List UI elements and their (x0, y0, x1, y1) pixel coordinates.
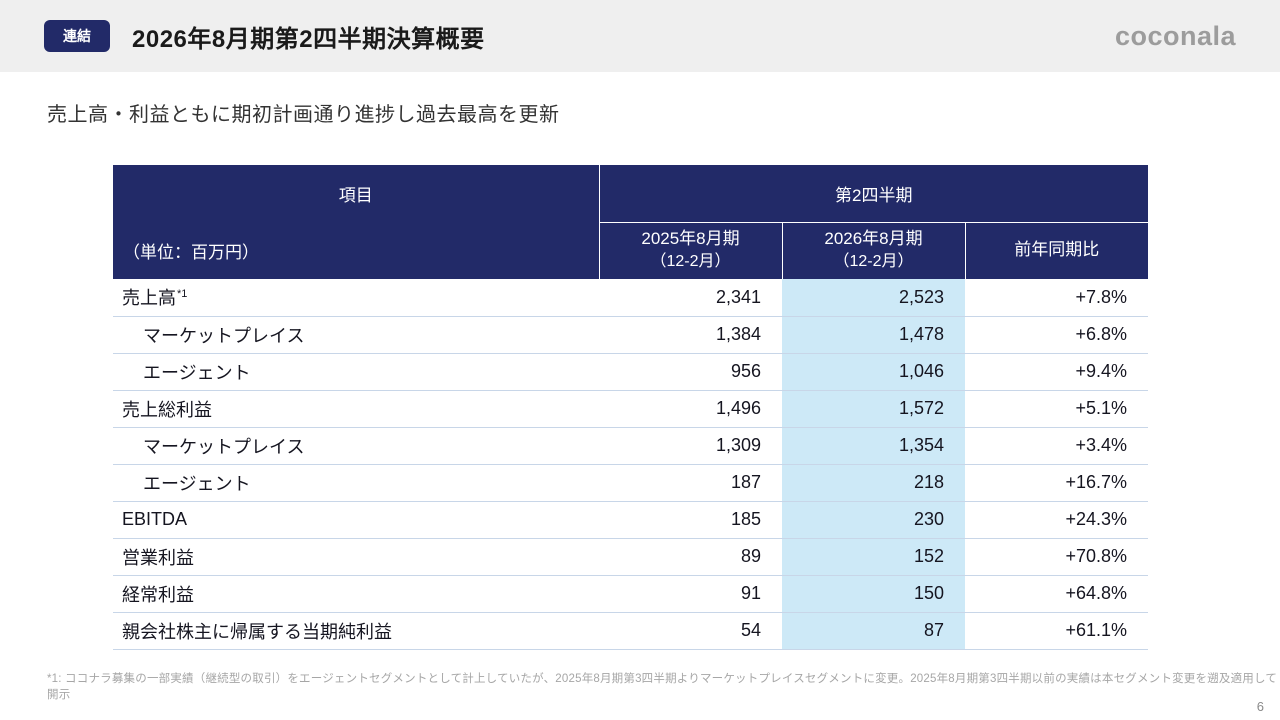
table-row: 親会社株主に帰属する当期純利益 54 87 +61.1% (113, 612, 1149, 650)
row-item-label: エージェント (113, 353, 599, 391)
row-item-label: マーケットプレイス (113, 316, 599, 354)
table-row: 売上高*1 2,341 2,523 +7.8% (113, 279, 1149, 317)
slide-subtitle: 売上高・利益ともに期初計画通り進捗し過去最高を更新 (47, 104, 560, 126)
row-value-fy2026: 218 (782, 464, 965, 502)
column-header-fy2026-sublabel: （12-2月） (833, 253, 914, 271)
table-header: 項目 （単位：百万円） 第2四半期 2025年8月期 （12-2月） 2026年… (113, 165, 1149, 279)
row-value-yoy: +5.1% (965, 390, 1149, 428)
table-row: 営業利益 89 152 +70.8% (113, 538, 1149, 576)
item-column-header: 項目 （単位：百万円） (113, 165, 599, 279)
row-value-fy2026: 1,478 (782, 316, 965, 354)
table-row: マーケットプレイス 1,384 1,478 +6.8% (113, 316, 1149, 354)
row-item-label: 営業利益 (113, 538, 599, 576)
row-value-fy2026: 230 (782, 501, 965, 539)
row-value-fy2025: 956 (599, 353, 782, 391)
column-header-fy2025: 2025年8月期 （12-2月） (598, 222, 782, 279)
column-header-fy2025-label: 2025年8月期 (641, 229, 740, 249)
table-row: 売上総利益 1,496 1,572 +5.1% (113, 390, 1149, 428)
footnote: *1: ココナラ募集の一部実績（継続型の取引）をエージェントセグメントとして計上… (47, 673, 1278, 701)
row-value-yoy: +70.8% (965, 538, 1149, 576)
row-value-fy2025: 1,384 (599, 316, 782, 354)
financial-table-container: 項目 （単位：百万円） 第2四半期 2025年8月期 （12-2月） 2026年… (113, 165, 1149, 650)
column-header-yoy-label: 前年同期比 (1014, 240, 1100, 260)
row-item-label: 親会社株主に帰属する当期純利益 (113, 612, 599, 650)
column-header-fy2026-label: 2026年8月期 (824, 229, 923, 249)
row-value-fy2025: 1,496 (599, 390, 782, 428)
row-value-fy2025: 185 (599, 501, 782, 539)
row-value-yoy: +61.1% (965, 612, 1149, 650)
row-item-label: エージェント (113, 464, 599, 502)
footnote-marker: *1 (177, 288, 188, 301)
coconala-logo: coconala (1114, 20, 1236, 51)
row-value-fy2025: 54 (599, 612, 782, 650)
row-item-label: 売上高*1 (113, 279, 599, 317)
table-row: マーケットプレイス 1,309 1,354 +3.4% (113, 427, 1149, 465)
row-value-fy2025: 2,341 (599, 279, 782, 317)
row-value-yoy: +3.4% (965, 427, 1149, 465)
column-header-fy2025-sublabel: （12-2月） (650, 253, 731, 271)
table-row: 経常利益 91 150 +64.8% (113, 575, 1149, 613)
row-value-fy2025: 89 (599, 538, 782, 576)
row-item-label: 経常利益 (113, 575, 599, 613)
column-header-yoy: 前年同期比 (964, 222, 1149, 279)
row-value-yoy: +64.8% (965, 575, 1149, 613)
item-header-label: 項目 (338, 186, 373, 205)
row-item-label: EBITDA (113, 501, 599, 539)
unit-label: （単位：百万円） (123, 243, 259, 262)
row-value-yoy: +7.8% (965, 279, 1149, 317)
row-value-yoy: +9.4% (965, 353, 1149, 391)
row-value-yoy: +16.7% (965, 464, 1149, 502)
column-header-fy2026: 2026年8月期 （12-2月） (781, 222, 965, 279)
table-row: エージェント 956 1,046 +9.4% (113, 353, 1149, 391)
row-value-fy2026: 2,523 (782, 279, 965, 317)
slide-header: 連結 2026年8月期第2四半期決算概要 coconala (0, 0, 1280, 72)
row-value-fy2026: 150 (782, 575, 965, 613)
financial-table: 項目 （単位：百万円） 第2四半期 2025年8月期 （12-2月） 2026年… (113, 165, 1149, 650)
row-item-label: マーケットプレイス (113, 427, 599, 465)
page-number: 6 (1256, 699, 1264, 714)
row-value-fy2025: 187 (599, 464, 782, 502)
row-item-label: 売上総利益 (113, 390, 599, 428)
consolidated-badge: 連結 (44, 20, 110, 52)
page-title: 2026年8月期第2四半期決算概要 (132, 25, 485, 53)
row-value-fy2025: 91 (599, 575, 782, 613)
row-value-yoy: +6.8% (965, 316, 1149, 354)
row-value-yoy: +24.3% (965, 501, 1149, 539)
row-value-fy2026: 1,046 (782, 353, 965, 391)
row-value-fy2026: 1,354 (782, 427, 965, 465)
row-value-fy2026: 152 (782, 538, 965, 576)
table-row: EBITDA 185 230 +24.3% (113, 501, 1149, 539)
table-body: 売上高*1 2,341 2,523 +7.8% マーケットプレイス 1,384 1,478 +… (113, 279, 1149, 650)
quarter-group-header: 第2四半期 (598, 165, 1149, 223)
row-value-fy2025: 1,309 (599, 427, 782, 465)
row-value-fy2026: 87 (782, 612, 965, 650)
table-row: エージェント 187 218 +16.7% (113, 464, 1149, 502)
row-value-fy2026: 1,572 (782, 390, 965, 428)
